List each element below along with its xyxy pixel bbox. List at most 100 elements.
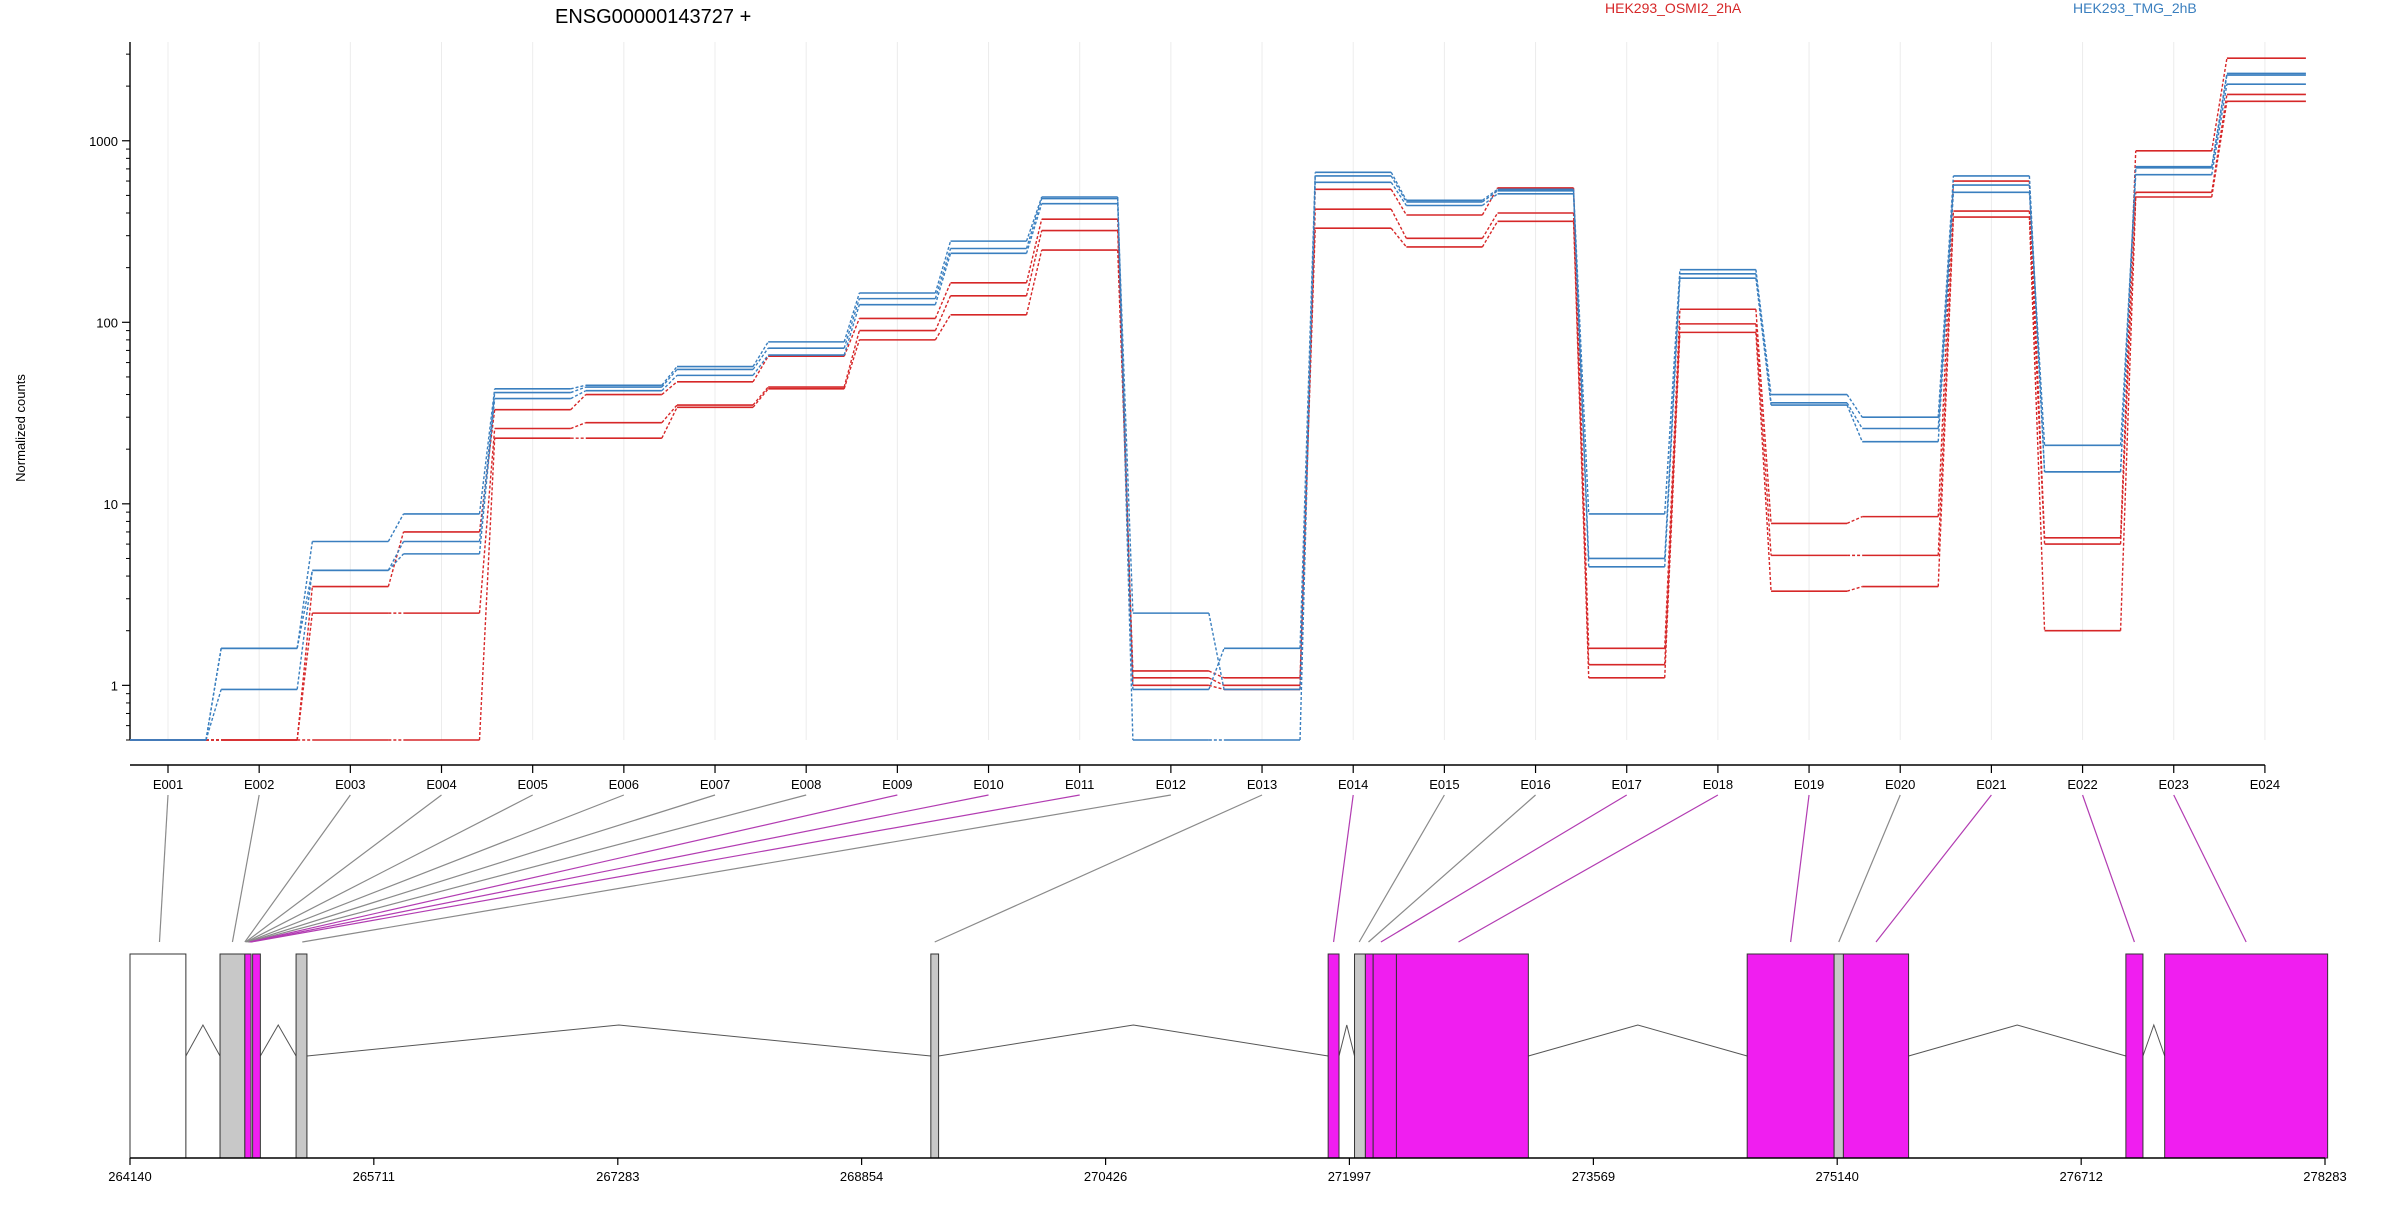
exon-link-e004: [245, 794, 442, 943]
series-connector: [478, 438, 496, 741]
exon-block: [252, 953, 261, 1159]
series-connector: [1117, 219, 1134, 686]
exon-block: [1746, 953, 1835, 1159]
x-tick-label-e004: E004: [426, 777, 456, 792]
genomic-tick-label: 271997: [1328, 1169, 1371, 1184]
series-connector: [1937, 192, 1955, 442]
series-connector: [1208, 677, 1225, 686]
series-connector: [843, 339, 861, 390]
series-connector: [478, 388, 496, 514]
x-tick-label-e002: E002: [244, 777, 274, 792]
y-axis-label: Normalized counts: [13, 374, 28, 482]
x-tick-label-e022: E022: [2067, 777, 2097, 792]
series-connector: [2028, 181, 2046, 538]
genomic-tick-label: 265711: [353, 1169, 395, 1184]
series-3: [130, 57, 2306, 741]
exon-link-e012: [302, 794, 1171, 943]
x-tick-label-e021: E021: [1976, 777, 2006, 792]
exon-link-e018: [1458, 794, 1719, 943]
series-connector: [1025, 249, 1043, 315]
series-connector: [934, 295, 952, 331]
genomic-tick-label: 273569: [1572, 1169, 1615, 1184]
series-connector: [478, 398, 496, 554]
x-tick-label-e006: E006: [609, 777, 639, 792]
exon-block: [129, 953, 187, 1159]
series-connector: [1664, 332, 1681, 678]
series-connector: [1481, 190, 1498, 203]
y-tick-label: 1000: [89, 134, 118, 149]
genomic-tick-label: 275140: [1816, 1169, 1859, 1184]
series-connector: [1755, 309, 1772, 524]
series-connector: [478, 428, 496, 614]
series-connector: [1481, 188, 1498, 201]
series-connector: [934, 240, 952, 294]
gene-model: [129, 953, 2329, 1159]
series-connector: [1025, 203, 1043, 254]
series-connector: [1937, 217, 1955, 587]
series-connector: [1572, 189, 1590, 514]
chart-title: ENSG00000143727 +: [555, 6, 751, 28]
series-connector: [1390, 227, 1407, 248]
series-connector: [1208, 612, 1225, 690]
legend-entry-tmg: HEK293_TMG_2hB: [2073, 0, 2197, 16]
intron-line: [1338, 1024, 1356, 1057]
series-1: [130, 100, 2306, 741]
exon-link-e010: [250, 794, 989, 943]
series-connector: [1755, 323, 1772, 556]
series-connector: [570, 421, 587, 430]
series-connector: [2028, 217, 2046, 631]
series-connector: [1846, 394, 1863, 418]
series-connector: [1390, 172, 1407, 201]
series-connector: [205, 648, 222, 741]
x-tick-label-e012: E012: [1156, 777, 1186, 792]
series-connector: [934, 314, 952, 341]
series-connector: [296, 570, 314, 690]
series-connector: [1664, 323, 1681, 665]
exon-block: [1395, 953, 1529, 1159]
exon-link-e016: [1368, 794, 1536, 943]
intron-line: [259, 1023, 297, 1057]
series-connector: [2028, 211, 2046, 545]
series-connector: [661, 374, 678, 392]
series-connector: [843, 292, 861, 343]
series-connector: [1572, 221, 1590, 678]
x-tick-label-e003: E003: [335, 777, 365, 792]
series-connector: [2028, 192, 2046, 446]
series-connector: [2211, 73, 2228, 167]
series-connector: [934, 248, 952, 299]
exon-block: [1327, 953, 1340, 1159]
intron-line: [1908, 1024, 2127, 1057]
series-connector: [2211, 101, 2228, 198]
x-tick-label-e019: E019: [1794, 777, 1824, 792]
intron-line: [306, 1024, 931, 1057]
series-connector: [1390, 208, 1408, 239]
series-connector: [1937, 175, 1955, 418]
genomic-tick-label: 267283: [596, 1169, 639, 1184]
series-connector: [1937, 211, 1955, 556]
series-connector: [752, 341, 769, 367]
exon-link-e008: [248, 794, 807, 943]
series-connector: [1208, 648, 1225, 690]
series-6: [130, 72, 2306, 741]
series-connector: [661, 404, 678, 424]
series-connector: [1755, 269, 1772, 395]
exon-block: [244, 953, 252, 1159]
series-connector: [752, 354, 769, 376]
series-connector: [387, 513, 405, 542]
genomic-tick-label: 270426: [1084, 1169, 1127, 1184]
series-connector: [570, 394, 587, 411]
series-connector: [570, 386, 587, 394]
series-connector: [1117, 196, 1134, 690]
series-connector: [2028, 175, 2046, 472]
exon-link-lines: [158, 794, 2247, 943]
series-connector: [1664, 309, 1681, 649]
series-connector: [661, 407, 678, 439]
series-connector: [1390, 188, 1407, 216]
series-connector: [570, 390, 587, 400]
x-tick-label-e024: E024: [2250, 777, 2280, 792]
series-connector: [1299, 172, 1316, 649]
genomic-tick-label: 264140: [108, 1169, 151, 1184]
genomic-tick-label: 276712: [2059, 1169, 2102, 1184]
series-connector: [1481, 212, 1499, 239]
